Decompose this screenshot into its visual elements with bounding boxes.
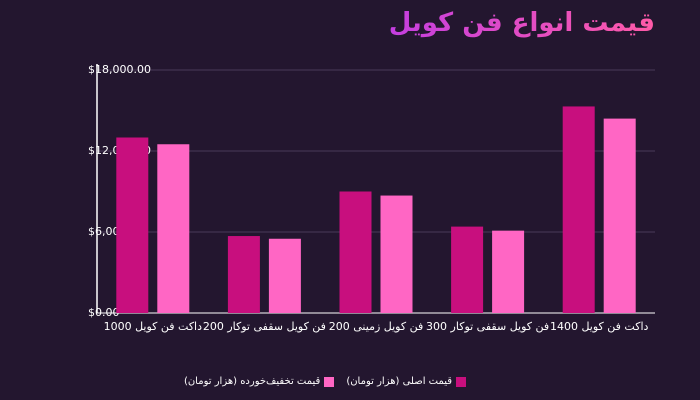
bar xyxy=(603,118,636,313)
y-tick-label: $18,000.00 xyxy=(88,63,151,76)
chart-title: قیمت انواع فن کویل xyxy=(388,8,655,38)
x-tick-label: داکت فن کویل 1400 xyxy=(550,320,649,333)
legend: قیمت اصلی (هزار تومان) قیمت تخفیف‌خورده (… xyxy=(180,376,470,387)
x-tick-label: داکت فن کویل 1000 xyxy=(104,320,203,333)
x-tick-label: فن کویل سقفی توکار 200 xyxy=(203,320,326,333)
x-tick-label: فن کویل زمینی 200 xyxy=(329,320,423,333)
bar xyxy=(451,226,484,313)
bar xyxy=(227,236,260,313)
legend-item: قیمت اصلی (هزار تومان) xyxy=(346,376,467,387)
bar xyxy=(492,230,525,313)
legend-item: قیمت تخفیف‌خورده (هزار تومان) xyxy=(183,376,335,387)
x-tick-label: فن کویل سقفی توکار 300 xyxy=(426,320,549,333)
legend-swatch xyxy=(324,376,335,387)
legend-label: قیمت اصلی (هزار تومان) xyxy=(346,376,453,387)
bar xyxy=(268,238,301,313)
bar xyxy=(562,106,595,313)
bar xyxy=(339,191,372,313)
bar xyxy=(157,144,190,313)
legend-label: قیمت تخفیف‌خورده (هزار تومان) xyxy=(183,376,321,387)
legend-swatch xyxy=(456,376,467,387)
bar xyxy=(380,195,413,313)
bar xyxy=(116,137,149,313)
